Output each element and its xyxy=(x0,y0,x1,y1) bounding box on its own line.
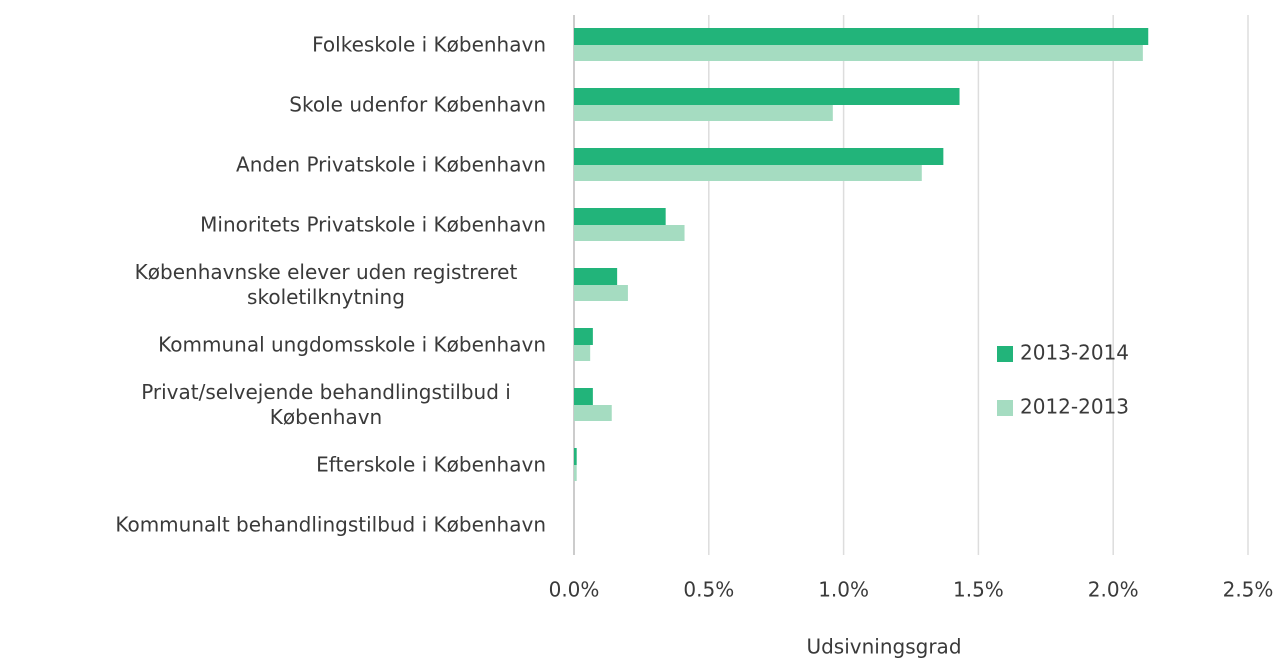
legend-swatch xyxy=(997,400,1013,416)
category-label: Skole udenfor København xyxy=(289,92,546,117)
x-tick-label: 1.0% xyxy=(818,578,869,602)
category-label: Anden Privatskole i København xyxy=(236,152,546,177)
bar xyxy=(574,345,591,361)
category-label: Folkeskole i København xyxy=(312,32,546,57)
bar xyxy=(574,268,618,285)
category-label: Kommunalt behandlingstilbud i København xyxy=(115,512,546,537)
x-tick-label: 0.5% xyxy=(683,578,734,602)
category-label: Efterskole i København xyxy=(316,452,546,477)
bar xyxy=(574,28,1149,45)
bar xyxy=(574,328,593,345)
x-tick-label: 2.0% xyxy=(1088,578,1139,602)
x-axis-title: Udsivningsgrad xyxy=(806,635,961,659)
bar xyxy=(574,45,1143,61)
bar xyxy=(574,388,593,405)
bar xyxy=(574,148,944,165)
category-label: Minoritets Privatskole i København xyxy=(200,212,546,237)
bar xyxy=(574,225,685,241)
bar xyxy=(574,285,628,301)
bar xyxy=(574,465,577,481)
category-label: Kommunal ungdomsskole i København xyxy=(158,332,546,357)
legend-label: 2013-2014 xyxy=(1020,341,1129,365)
bar xyxy=(574,208,666,225)
x-tick-label: 2.5% xyxy=(1223,578,1274,602)
bar xyxy=(574,88,960,105)
category-label: Privat/selvejende behandlingstilbud i Kø… xyxy=(141,380,511,429)
category-label: Københavnske elever uden registreret sko… xyxy=(134,260,518,309)
legend-label: 2012-2013 xyxy=(1020,395,1129,419)
x-tick-label: 1.5% xyxy=(953,578,1004,602)
bar xyxy=(574,405,612,421)
bar xyxy=(574,105,833,121)
bar xyxy=(574,165,922,181)
legend-swatch xyxy=(997,346,1013,362)
bar xyxy=(574,448,577,465)
x-tick-label: 0.0% xyxy=(549,578,600,602)
